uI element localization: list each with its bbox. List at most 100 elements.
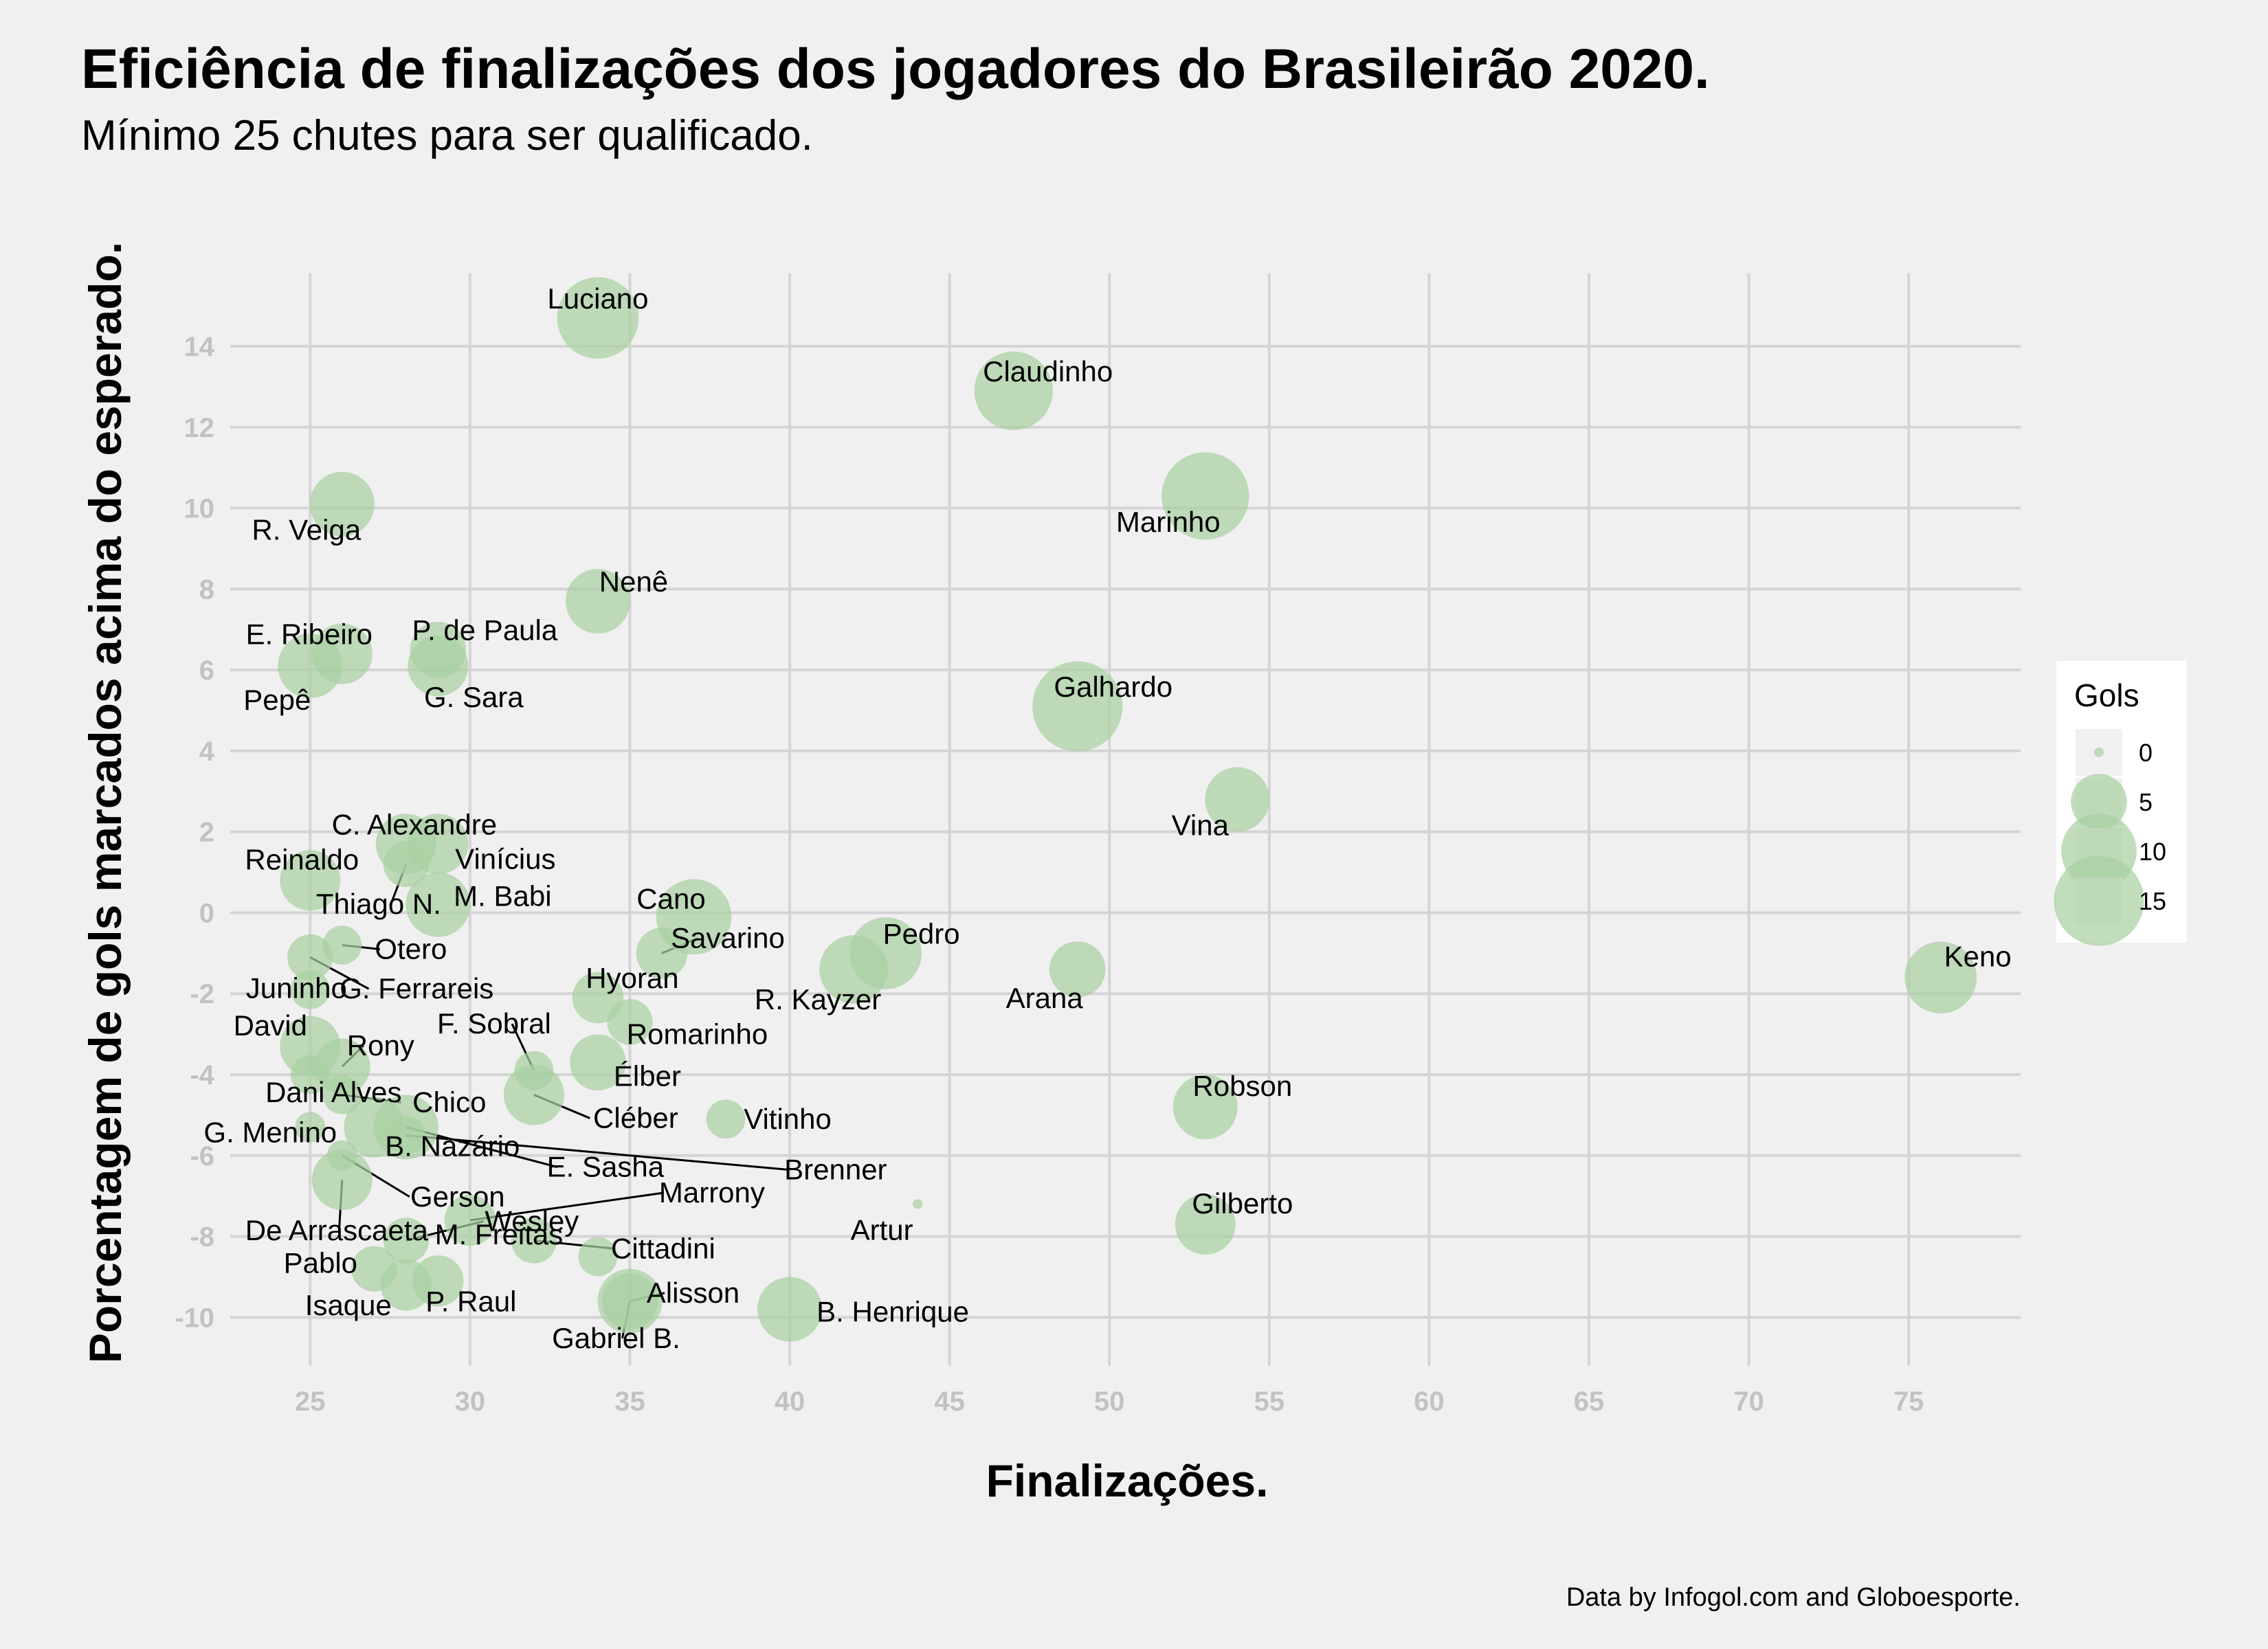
point-label-pedro: Pedro	[883, 917, 960, 950]
point-label-artur: Artur	[851, 1213, 913, 1246]
data-point-dani-alves	[290, 1055, 330, 1095]
point-label-keno: Keno	[1944, 941, 2012, 973]
x-tick-label: 30	[455, 1387, 486, 1417]
y-tick-label: 4	[199, 737, 215, 767]
y-tick-label: 8	[199, 574, 214, 605]
x-axis-ticks: 25 30 35 40 45 50 55 60 65 70 75	[295, 1387, 1924, 1417]
legend-label-15: 15	[2139, 887, 2166, 915]
data-point-claudinho	[974, 351, 1053, 430]
data-point-cittadini	[511, 1218, 557, 1264]
x-tick-label: 35	[614, 1387, 645, 1417]
y-tick-label: -8	[190, 1222, 214, 1253]
y-axis-ticks: -10 -8 -6 -4 -2 0 2 4 6 8 10 12 14	[175, 332, 215, 1333]
point-label-claudinho: Claudinho	[983, 355, 1113, 388]
y-tick-label: -2	[190, 979, 214, 1009]
point-label-vina: Vina	[1172, 809, 1230, 842]
point-label-hyoran: Hyoran	[586, 962, 678, 994]
legend-label-5: 5	[2139, 788, 2153, 816]
point-label-b-henrique: B. Henrique	[816, 1296, 969, 1328]
point-label-cleber: Cléber	[593, 1101, 678, 1134]
data-point-romarinho	[607, 999, 653, 1045]
data-point-p-raul	[412, 1255, 464, 1307]
data-point-elber	[570, 1034, 626, 1091]
point-label-gerson: Gerson	[410, 1180, 505, 1213]
point-label-rony: Rony	[347, 1029, 414, 1062]
y-tick-label: 0	[199, 898, 214, 928]
data-point-luciano	[557, 277, 639, 359]
x-tick-label: 75	[1893, 1387, 1924, 1417]
y-tick-label: 10	[184, 494, 215, 524]
x-tick-label: 60	[1414, 1387, 1445, 1417]
point-label-cano: Cano	[636, 882, 705, 915]
point-label-g-menino: G. Menino	[203, 1117, 337, 1149]
x-tick-label: 25	[295, 1387, 326, 1417]
point-labels: Luciano Claudinho Marinho R. Veiga Nenê E. Ri…	[203, 282, 2011, 1354]
point-label-chico: Chico	[412, 1086, 486, 1118]
legend-label-0: 0	[2139, 739, 2153, 767]
point-label-marrony: Marrony	[659, 1176, 765, 1209]
data-point-nene	[565, 568, 630, 634]
data-point-f-sobral	[514, 1051, 554, 1090]
data-point-artur	[913, 1199, 923, 1209]
x-axis-title: Finalizações.	[986, 1455, 1269, 1506]
point-label-thiago-n: Thiago N.	[316, 888, 441, 920]
point-label-savarino: Savarino	[671, 921, 785, 954]
x-tick-label: 55	[1254, 1387, 1285, 1417]
data-point-g-ferrareis	[287, 934, 333, 980]
y-tick-label: 6	[199, 655, 214, 686]
data-point-gilberto	[1175, 1193, 1236, 1255]
legend-key-5	[2071, 774, 2127, 830]
point-label-galhardo: Galhardo	[1054, 671, 1172, 703]
x-tick-label: 65	[1574, 1387, 1605, 1417]
data-point-de-arrascaeta	[311, 1149, 373, 1211]
point-label-de-arrascaeta: De Arrascaeta	[245, 1214, 429, 1246]
data-point-vitinho	[706, 1099, 746, 1139]
y-tick-label: -10	[175, 1303, 214, 1333]
data-points	[278, 277, 1977, 1342]
point-label-juninho: Juninho	[246, 972, 347, 1004]
point-label-m-freitas: M. Freitas	[435, 1218, 564, 1250]
point-label-brenner: Brenner	[784, 1153, 887, 1185]
data-point-juninho	[290, 969, 330, 1009]
point-label-r-kayzer: R. Kayzer	[755, 983, 881, 1016]
point-label-romarinho: Romarinho	[627, 1018, 768, 1050]
legend-title: Gols	[2074, 677, 2139, 713]
point-label-e-ribeiro: E. Ribeiro	[246, 618, 373, 651]
point-label-c-alexandre: C. Alexandre	[332, 808, 497, 840]
y-tick-label: 2	[199, 818, 214, 848]
legend: Gols 0 5 10 15	[2054, 661, 2187, 946]
point-label-gilberto: Gilberto	[1192, 1187, 1293, 1220]
data-point-savarino	[636, 928, 688, 979]
point-label-isaque: Isaque	[305, 1289, 392, 1321]
data-point-galhardo	[1032, 661, 1123, 752]
point-label-reinaldo: Reinaldo	[245, 843, 359, 875]
point-label-otero: Otero	[375, 933, 447, 965]
data-point-e-ribeiro	[311, 623, 373, 684]
data-point-m-babi	[405, 872, 471, 937]
data-point-vina	[1205, 767, 1270, 832]
data-point-pablo	[351, 1246, 397, 1292]
data-point-r-veiga	[309, 471, 375, 537]
data-point-marrony	[444, 1194, 496, 1246]
point-label-m-babi: M. Babi	[454, 880, 551, 912]
x-tick-label: 50	[1094, 1387, 1125, 1417]
y-tick-label: -4	[190, 1060, 214, 1090]
point-label-pepe: Pepê	[243, 684, 311, 716]
y-tick-label: -6	[190, 1141, 214, 1171]
data-point-gabriel-b	[601, 1272, 658, 1330]
data-point-reinaldo	[280, 850, 341, 911]
legend-label-10: 10	[2139, 838, 2166, 866]
data-point-arana	[1049, 941, 1106, 998]
point-label-pablo: Pablo	[284, 1247, 357, 1279]
data-point-robson	[1172, 1075, 1238, 1140]
y-tick-label: 14	[184, 332, 215, 362]
point-label-cittadini: Cittadini	[611, 1232, 715, 1264]
point-label-p-de-paula: P. de Paula	[412, 614, 557, 647]
data-point-thiago-n	[383, 841, 430, 887]
point-label-g-sara: G. Sara	[424, 681, 524, 713]
data-point-b-henrique	[757, 1277, 823, 1342]
legend-key-0	[2094, 748, 2104, 757]
x-tick-label: 45	[934, 1387, 965, 1417]
data-point-keno	[1904, 941, 1977, 1014]
